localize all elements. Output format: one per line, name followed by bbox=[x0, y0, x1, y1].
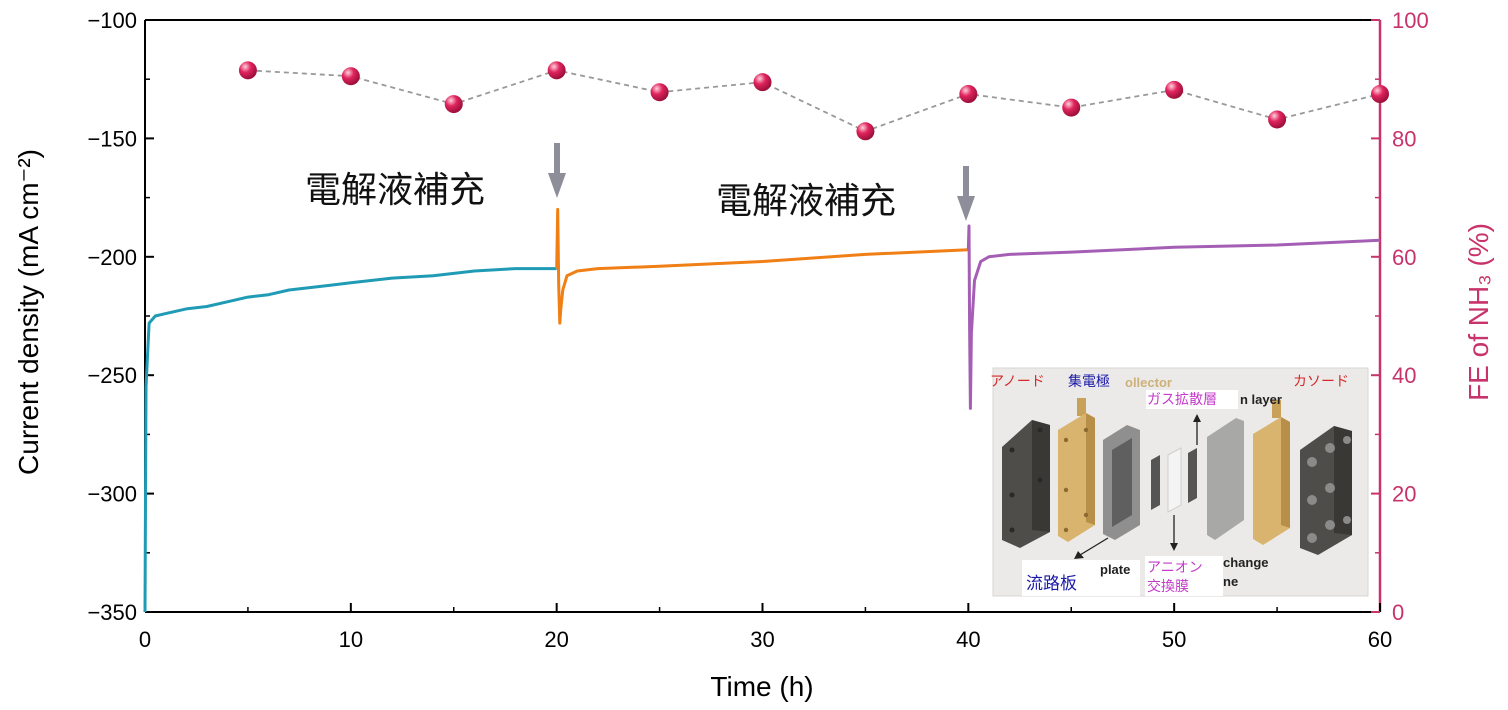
fe-data-point bbox=[341, 67, 360, 86]
y-left-tick-label: −300 bbox=[87, 482, 137, 507]
fe-data-point bbox=[1371, 85, 1389, 103]
x-tick-label: 0 bbox=[139, 627, 151, 652]
gdl-leader-arrowhead bbox=[1193, 414, 1201, 422]
x-tick-label: 20 bbox=[544, 627, 568, 652]
aem-leader-arrowhead bbox=[1170, 543, 1178, 551]
cathode-collector-image bbox=[1253, 400, 1290, 545]
inset-label-aem-line2: 交換膜 bbox=[1147, 578, 1189, 595]
inset-label-aem-en2: ne bbox=[1223, 574, 1238, 589]
y-left-tick-label: −100 bbox=[87, 8, 137, 33]
inset-label-flow-plate: 流路板 bbox=[1026, 574, 1077, 594]
y-right-tick-label: 20 bbox=[1392, 482, 1416, 507]
inset-label-gdl-bg bbox=[1146, 390, 1238, 409]
fe-data-point bbox=[1062, 98, 1081, 117]
annotation-text: 電解液補充 bbox=[305, 170, 485, 211]
fe-data-point bbox=[856, 122, 875, 141]
inset-cell-diagram: アノード ollector 集電極 カソード ガス拡散層 n layer 流路板… bbox=[990, 367, 1369, 597]
y-left-tick-label: −200 bbox=[87, 245, 137, 270]
anode-end-plate-image bbox=[1002, 420, 1050, 548]
y-left-tick-labels: −100 −150 −200 −250 −300 −350 bbox=[87, 8, 137, 625]
x-tick-label: 30 bbox=[750, 627, 774, 652]
fe-data-point bbox=[1268, 110, 1287, 129]
y-left-tick-label: −150 bbox=[87, 126, 137, 151]
y-right-tick-label: 40 bbox=[1392, 363, 1416, 388]
y-right-axis-title: FE of NH₃ (%) bbox=[1463, 223, 1494, 401]
flow-plate-leader-line bbox=[1079, 537, 1109, 556]
fe-series-layer bbox=[238, 61, 1389, 141]
fe-data-point bbox=[444, 95, 463, 114]
down-arrow-icon bbox=[548, 143, 566, 198]
inset-label-aem-en1: change bbox=[1223, 555, 1269, 570]
annotation-1: 電解液補充 bbox=[305, 143, 566, 211]
y-left-axis-title: Current density (mA cm⁻²) bbox=[13, 149, 44, 475]
fe-data-point bbox=[650, 83, 669, 102]
y-left-tick-label: −250 bbox=[87, 363, 137, 388]
fe-data-point bbox=[959, 85, 978, 103]
current-collector-image bbox=[1058, 398, 1095, 542]
fe-connector-line bbox=[247, 69, 1381, 133]
current-density-line bbox=[143, 267, 557, 613]
cathode-end-plate-image bbox=[1300, 426, 1352, 555]
ticks-layer bbox=[144, 19, 1381, 613]
x-tick-label: 40 bbox=[956, 627, 980, 652]
fe-data-point bbox=[547, 61, 566, 80]
y-right-tick-label: 100 bbox=[1392, 8, 1429, 33]
y-right-tick-labels: 100 80 60 40 20 0 bbox=[1392, 8, 1429, 625]
x-tick-label: 60 bbox=[1368, 627, 1392, 652]
x-axis-title: Time (h) bbox=[710, 671, 813, 702]
annotation-text: 電解液補充 bbox=[716, 181, 896, 222]
y-left-tick-label: −350 bbox=[87, 600, 137, 625]
inset-label-collector: 集電極 bbox=[1068, 373, 1110, 390]
y-right-tick-label: 0 bbox=[1392, 600, 1404, 625]
inset-label-collector-bg bbox=[1067, 373, 1123, 392]
y-right-tick-label: 60 bbox=[1392, 245, 1416, 270]
x-tick-label: 50 bbox=[1162, 627, 1186, 652]
flow-field-plate-image bbox=[1103, 425, 1140, 540]
inset-label-cathode: カソード bbox=[1293, 374, 1349, 390]
fe-data-point bbox=[1165, 80, 1184, 99]
fe-data-point bbox=[753, 73, 772, 92]
inset-label-flow-plate-bg bbox=[1022, 560, 1140, 596]
inset-label-collector-en: ollector bbox=[1125, 375, 1172, 390]
membrane-stack-image bbox=[1151, 447, 1197, 513]
inset-label-gdl: ガス拡散層 bbox=[1147, 392, 1217, 408]
gas-diffusion-plate-image bbox=[1207, 418, 1244, 540]
inset-label-flow-plate-en: plate bbox=[1100, 562, 1130, 577]
current-density-line bbox=[555, 207, 969, 325]
current-density-layer bbox=[143, 207, 1381, 613]
inset-label-aem-line1: アニオン bbox=[1147, 560, 1203, 576]
fe-data-point bbox=[238, 61, 257, 80]
inset-label-anode: アノード bbox=[990, 374, 1045, 390]
inset-label-aem-bg bbox=[1145, 556, 1223, 596]
x-tick-label: 10 bbox=[339, 627, 363, 652]
inset-label-gdl-en: n layer bbox=[1240, 392, 1282, 407]
y-right-tick-label: 80 bbox=[1392, 126, 1416, 151]
flow-plate-leader-arrowhead bbox=[1074, 551, 1084, 559]
down-arrow-icon bbox=[957, 166, 975, 221]
x-tick-labels: 0 10 20 30 40 50 60 bbox=[139, 627, 1392, 652]
current-density-line bbox=[966, 224, 1381, 410]
annotation-2: 電解液補充 bbox=[716, 166, 975, 222]
